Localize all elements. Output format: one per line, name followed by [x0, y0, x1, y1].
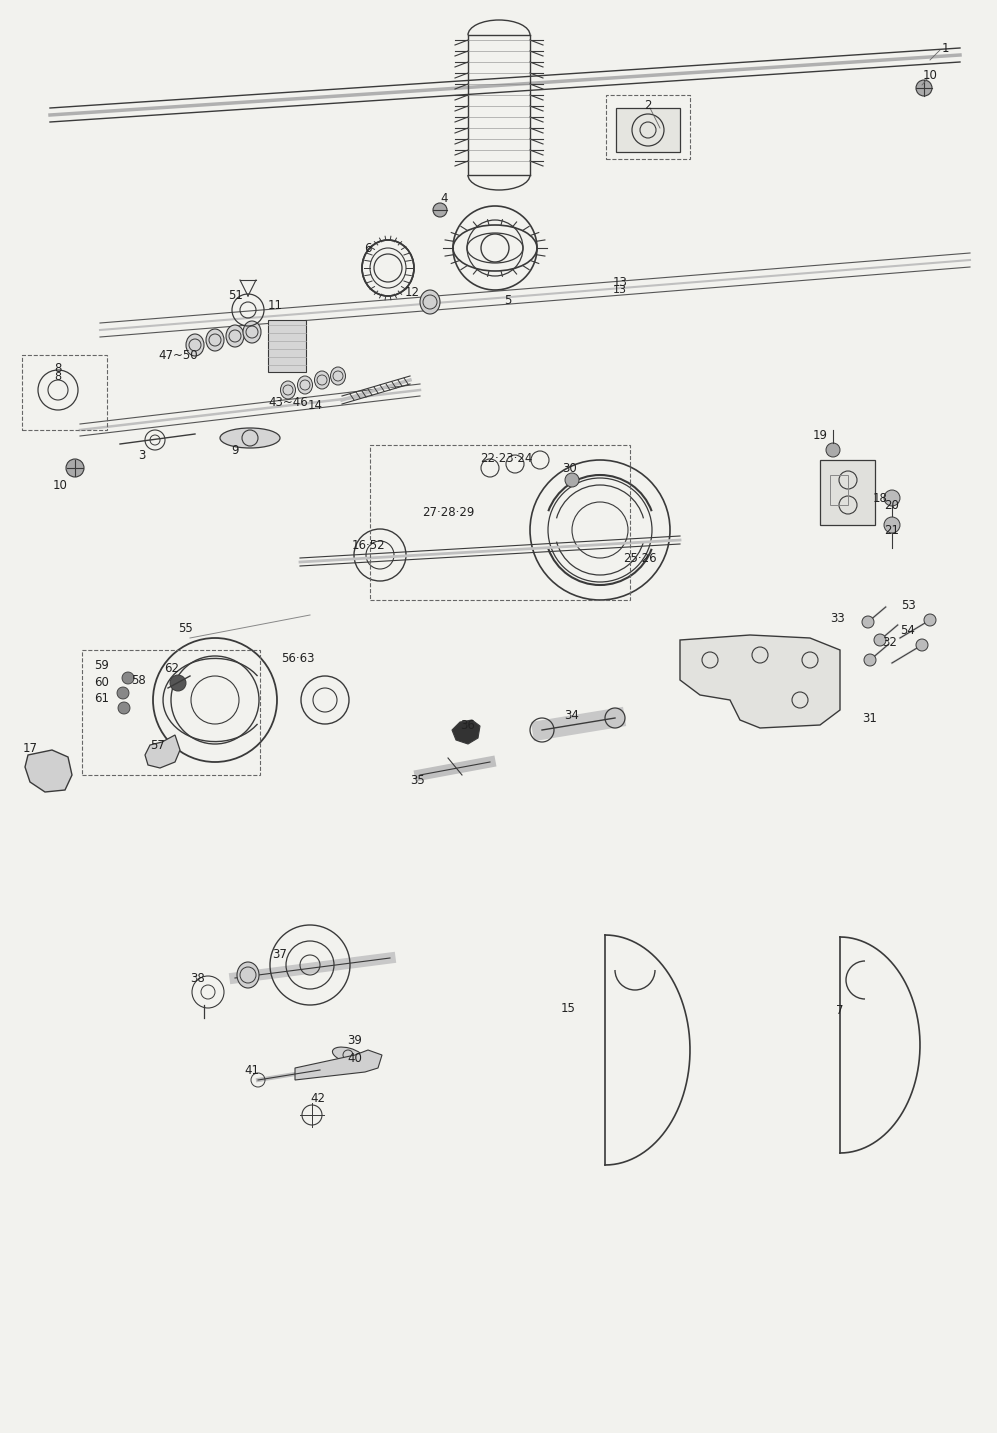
Text: 36: 36: [461, 718, 476, 731]
Circle shape: [118, 702, 130, 714]
Text: 33: 33: [831, 612, 845, 625]
Polygon shape: [145, 735, 180, 768]
Ellipse shape: [314, 371, 329, 388]
Text: 61: 61: [95, 692, 110, 705]
Ellipse shape: [237, 962, 259, 987]
Text: 22·23·24: 22·23·24: [480, 451, 532, 464]
Text: 54: 54: [900, 623, 915, 636]
Ellipse shape: [226, 325, 244, 347]
Circle shape: [864, 653, 876, 666]
Text: 21: 21: [884, 523, 899, 536]
Text: 43~46: 43~46: [268, 396, 308, 408]
Ellipse shape: [243, 321, 261, 342]
Text: 56·63: 56·63: [281, 652, 315, 665]
Bar: [82, 651, 260, 775]
Circle shape: [916, 80, 932, 96]
Text: 6: 6: [364, 242, 372, 255]
Text: 60: 60: [95, 675, 110, 688]
Text: 8: 8: [55, 373, 62, 383]
Polygon shape: [295, 1050, 382, 1080]
Bar: [616, 107, 680, 152]
Circle shape: [117, 686, 129, 699]
Ellipse shape: [420, 289, 440, 314]
Text: 58: 58: [131, 674, 146, 686]
Text: 38: 38: [190, 972, 205, 984]
Circle shape: [862, 616, 874, 628]
Text: 31: 31: [862, 712, 877, 725]
Circle shape: [433, 203, 447, 216]
Text: 20: 20: [884, 499, 899, 512]
Text: 9: 9: [231, 443, 238, 457]
Text: 34: 34: [564, 708, 579, 721]
Circle shape: [565, 473, 579, 487]
Text: 27·28·29: 27·28·29: [422, 506, 475, 519]
Bar: [22, 355, 107, 430]
Text: 7: 7: [836, 1003, 843, 1016]
Ellipse shape: [330, 367, 346, 385]
Ellipse shape: [280, 381, 295, 398]
Bar: [370, 446, 630, 600]
Text: 51: 51: [228, 288, 243, 301]
Text: 62: 62: [165, 662, 179, 675]
Text: 35: 35: [411, 774, 426, 787]
Text: 47~50: 47~50: [159, 348, 197, 361]
Text: 53: 53: [900, 599, 915, 612]
Text: 25·26: 25·26: [623, 552, 657, 565]
Circle shape: [170, 675, 186, 691]
Text: 41: 41: [244, 1063, 259, 1076]
Text: 13: 13: [612, 275, 627, 288]
Polygon shape: [25, 749, 72, 792]
Circle shape: [874, 633, 886, 646]
Text: 39: 39: [348, 1033, 363, 1046]
Text: 59: 59: [95, 659, 110, 672]
Text: 4: 4: [441, 192, 448, 205]
Text: 55: 55: [177, 622, 192, 635]
Polygon shape: [680, 635, 840, 728]
Text: 8: 8: [54, 361, 62, 374]
Text: 5: 5: [504, 294, 511, 307]
Ellipse shape: [297, 375, 312, 394]
Bar: [268, 320, 306, 373]
Text: 15: 15: [560, 1002, 575, 1015]
Text: 30: 30: [562, 461, 577, 474]
Circle shape: [826, 443, 840, 457]
Text: 1: 1: [941, 42, 949, 54]
Circle shape: [884, 517, 900, 533]
Bar: [820, 460, 875, 524]
Circle shape: [66, 459, 84, 477]
Text: 40: 40: [348, 1052, 363, 1065]
Text: 2: 2: [644, 99, 652, 112]
Text: 18: 18: [872, 492, 887, 504]
Text: 57: 57: [151, 738, 166, 751]
Text: 13: 13: [613, 285, 627, 295]
Text: 17: 17: [23, 741, 38, 755]
Text: 19: 19: [813, 428, 828, 441]
Text: 10: 10: [922, 69, 937, 82]
Circle shape: [884, 490, 900, 506]
Text: 14: 14: [307, 398, 322, 411]
Polygon shape: [452, 719, 480, 744]
Circle shape: [916, 639, 928, 651]
Bar: [606, 95, 690, 159]
Text: 42: 42: [310, 1092, 325, 1105]
Circle shape: [122, 672, 134, 684]
Text: 32: 32: [882, 635, 897, 649]
Text: 37: 37: [272, 949, 287, 962]
Ellipse shape: [332, 1048, 364, 1063]
Text: 12: 12: [405, 285, 420, 298]
Text: 16·52: 16·52: [351, 539, 385, 552]
Circle shape: [924, 613, 936, 626]
Ellipse shape: [186, 334, 204, 355]
Text: 3: 3: [139, 449, 146, 461]
Bar: [830, 474, 848, 504]
Ellipse shape: [206, 330, 224, 351]
Text: 10: 10: [53, 479, 68, 492]
Ellipse shape: [220, 428, 280, 449]
Text: 11: 11: [267, 298, 282, 311]
